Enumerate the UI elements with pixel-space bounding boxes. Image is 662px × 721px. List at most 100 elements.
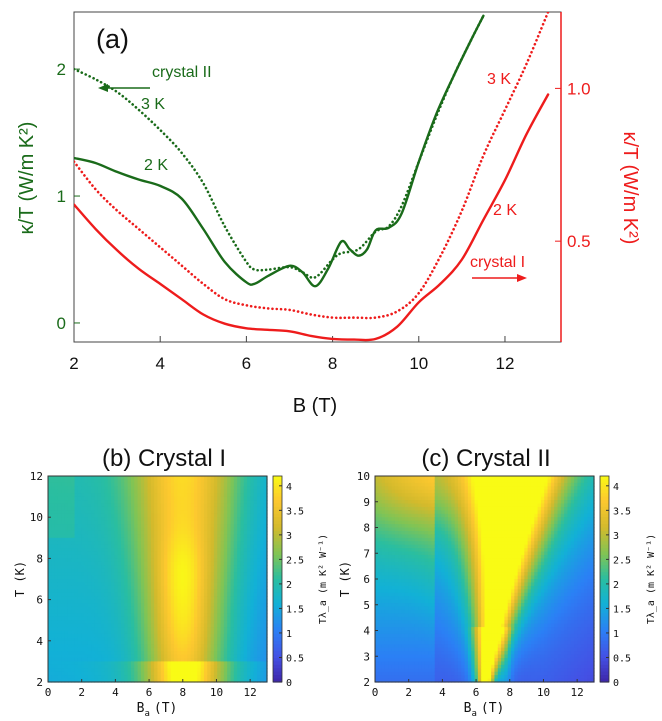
heatmap-cell: [127, 623, 132, 628]
heatmap-cell: [263, 582, 268, 587]
panel-a-right-y-ticks: 0.51.0: [555, 79, 591, 251]
heatmap-cell: [150, 675, 155, 680]
heatmap-cell: [174, 520, 179, 525]
heatmap-cell: [243, 609, 248, 614]
heatmap-cell: [213, 633, 218, 638]
heatmap-cell: [404, 558, 409, 563]
heatmap-cell: [107, 524, 112, 529]
heatmap-cell: [421, 575, 426, 580]
heatmap-cell: [180, 500, 185, 505]
heatmap-cell: [253, 534, 258, 539]
heatmap-cell: [177, 537, 182, 542]
heatmap-cell: [184, 527, 188, 532]
heatmap-cell: [64, 654, 69, 659]
heatmap-cell: [167, 582, 172, 587]
heatmap-cell: [77, 513, 82, 518]
heatmap-cell: [243, 554, 248, 559]
heatmap-cell: [243, 585, 248, 590]
heatmap-cell: [51, 503, 56, 508]
heatmap-cell: [233, 486, 238, 491]
heatmap-cell: [200, 489, 205, 494]
heatmap-cell: [230, 506, 235, 511]
heatmap-cell: [233, 503, 238, 508]
heatmap-cell: [184, 575, 188, 580]
heatmap-cell: [107, 506, 112, 511]
heatmap-cell: [48, 575, 52, 580]
heatmap-cell: [157, 675, 162, 680]
heatmap-cell: [247, 613, 252, 618]
heatmap-cell: [243, 493, 248, 498]
heatmap-cell: [81, 558, 86, 563]
heatmap-cell: [240, 606, 245, 611]
heatmap-cell: [408, 554, 413, 559]
heatmap-cell: [247, 513, 252, 518]
heatmap-cell: [203, 554, 208, 559]
heatmap-cell: [220, 500, 225, 505]
heatmap-cell: [117, 486, 122, 491]
heatmap-cell: [257, 544, 261, 549]
heatmap-cell: [190, 561, 195, 566]
heatmap-cell: [200, 657, 205, 662]
heatmap-cell: [74, 651, 79, 656]
heatmap-cell: [414, 510, 419, 515]
heatmap-cell: [124, 565, 129, 570]
heatmap-cell: [57, 647, 62, 652]
heatmap-cell: [394, 651, 399, 656]
heatmap-cell: [114, 524, 119, 529]
heatmap-cell: [81, 503, 86, 508]
heatmap-cell: [97, 544, 102, 549]
heatmap-cell: [170, 606, 175, 611]
heatmap-cell: [240, 633, 245, 638]
heatmap-cell: [147, 544, 152, 549]
heatmap-cell: [375, 561, 379, 566]
heatmap-cell: [187, 534, 192, 539]
heatmap-cell: [167, 520, 172, 525]
heatmap-cell: [194, 486, 198, 491]
heatmap-cell: [210, 541, 215, 546]
heatmap-cell: [104, 551, 109, 556]
heatmap-cell: [84, 503, 89, 508]
heatmap-cell: [77, 582, 82, 587]
heatmap-cell: [97, 524, 102, 529]
heatmap-cell: [240, 486, 245, 491]
heatmap-cell: [81, 524, 86, 529]
heatmap-cell: [378, 479, 383, 484]
heatmap-cell: [157, 644, 162, 649]
heatmap-cell: [174, 664, 179, 669]
heatmap-cell: [154, 633, 159, 638]
heatmap-cell: [184, 489, 188, 494]
heatmap-cell: [84, 613, 89, 618]
heatmap-cell: [388, 506, 393, 511]
heatmap-cell: [71, 613, 76, 618]
heatmap-cell: [121, 544, 125, 549]
heatmap-cell: [260, 503, 265, 508]
heatmap-cell: [194, 668, 198, 673]
heatmap-cell: [408, 609, 413, 614]
heatmap-cell: [94, 572, 99, 577]
heatmap-cell: [77, 503, 82, 508]
heatmap-cell: [247, 654, 252, 659]
heatmap-cell: [210, 675, 215, 680]
colorbar-segment: [273, 654, 282, 659]
heatmap-cell: [384, 603, 389, 608]
heatmap-cell: [150, 517, 155, 522]
heatmap-cell: [157, 530, 162, 535]
heatmap-cell: [237, 585, 242, 590]
heatmap-cell: [91, 493, 96, 498]
heatmap-cell: [54, 530, 59, 535]
heatmap-cell: [210, 637, 215, 642]
heatmap-cell: [243, 596, 248, 601]
heatmap-cell: [257, 506, 261, 511]
heatmap-cell: [84, 496, 89, 501]
heatmap-cell: [411, 664, 416, 669]
heatmap-cell: [388, 651, 393, 656]
heatmap-cell: [174, 537, 179, 542]
heatmap-cell: [194, 482, 198, 487]
heatmap-cell: [97, 637, 102, 642]
heatmap-cell: [67, 620, 72, 625]
heatmap-cell: [207, 647, 212, 652]
heatmap-cell: [104, 489, 109, 494]
heatmap-cell: [144, 633, 149, 638]
heatmap-cell: [180, 651, 185, 656]
heatmap-cell: [378, 640, 383, 645]
